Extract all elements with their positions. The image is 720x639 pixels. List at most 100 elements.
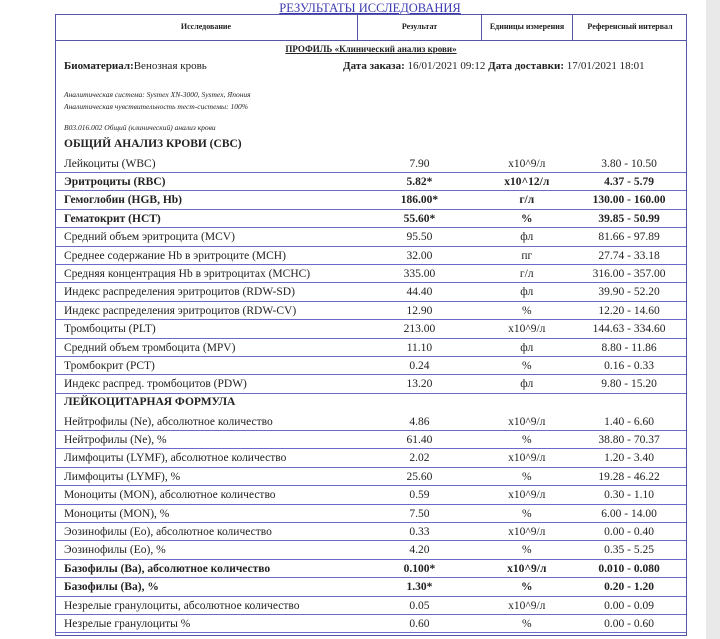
unit: % (521, 544, 532, 557)
result-value: 11.10 (406, 341, 433, 354)
test-name: Индекс распределения эритроцитов (RDW-SD… (64, 286, 295, 299)
unit: x10^9/л (508, 489, 546, 502)
result-value: 7.90 (409, 157, 430, 170)
order-date-label: Дата заказа: (343, 60, 405, 72)
result-value: 0.59 (409, 489, 430, 502)
col-reference: Референсный интервал (587, 22, 673, 31)
section-title: ОБЩИЙ АНАЛИЗ КРОВИ (CBC) (64, 138, 242, 150)
reference-range: 316.00 - 357.00 (592, 267, 666, 280)
result-value: 2.02 (409, 452, 430, 465)
reference-range: 8.80 - 11.86 (601, 341, 657, 354)
unit: x10^9/л (508, 452, 546, 465)
table-row: Средняя концентрация Hb в эритроцитах (M… (56, 265, 686, 284)
reference-range: 39.90 - 52.20 (598, 286, 660, 299)
table-row: Средний объем эритроцита (MCV) 95.50 фл 81.… (56, 229, 686, 247)
result-value: 44.40 (406, 286, 433, 299)
unit: фл (520, 286, 534, 299)
page-title: РЕЗУЛЬТАТЫ ИССЛЕДОВАНИЯ (279, 1, 461, 15)
test-name: Средняя концентрация Hb в эритроцитах (M… (64, 267, 311, 280)
result-value: 61.40 (406, 433, 433, 446)
reference-range: 0.010 - 0.080 (598, 562, 660, 575)
test-name: Моноциты (MON), абсолютное количество (64, 489, 276, 502)
unit: % (521, 617, 532, 630)
unit: x10^9/л (508, 525, 546, 538)
table-row: Лимфоциты (LYMF), абсолютное количество 2… (56, 450, 686, 468)
reference-range: 0.30 - 1.10 (604, 489, 655, 502)
delivery-date-label: Дата доставки: (488, 60, 565, 72)
reference-range: 1.20 - 3.40 (604, 452, 655, 465)
analytic-system: Аналитическая система: Sysmex XN-3000, S… (64, 90, 251, 99)
unit: % (521, 212, 533, 225)
reference-range: 38.80 - 70.37 (598, 433, 660, 446)
result-value: 55.60* (403, 212, 436, 225)
reference-range: 0.16 - 0.33 (604, 359, 655, 372)
table-row: Тромбоциты (PLT) 213.00 x10^9/л 144.63 - 33… (56, 321, 686, 339)
result-value: 12.90 (406, 304, 433, 317)
test-name: Лимфоциты (LYMF), абсолютное количество (64, 452, 287, 465)
test-name: Нейтрофилы (Ne), абсолютное количество (64, 415, 273, 428)
table-row: Базофилы (Ba), абсолютное количество 0.10… (56, 560, 686, 579)
delivery-date: 17/01/2021 18:01 (566, 60, 645, 72)
table-row: Лейкоциты (WBC) 7.90 x10^9/л 3.80 - 10.50 (56, 155, 686, 173)
table-row: Нейтрофилы (Ne), % 61.40% 38.80 - 70.37 (56, 431, 686, 450)
unit: фл (520, 341, 534, 354)
reference-range: 6.00 - 14.00 (601, 507, 657, 520)
reference-range: 130.00 - 160.00 (592, 194, 666, 207)
service-code: B03.016.002 Общий (клинический) анализ к… (64, 123, 216, 132)
table-header: Исследование Результат Единицы измерения… (55, 14, 687, 41)
test-name: Индекс распределения эритроцитов (RDW-CV… (64, 304, 297, 317)
result-value: 13.20 (406, 378, 433, 391)
table-row: Индекс распред. тромбоцитов (PDW) 13.20 фл… (56, 376, 686, 394)
reference-range: 144.63 - 334.60 (592, 323, 666, 336)
result-value: 25.60 (406, 470, 433, 483)
unit: % (521, 359, 532, 372)
unit: x10^9/л (508, 599, 546, 612)
reference-range: 0.35 - 5.25 (604, 544, 655, 557)
unit: x10^9/л (507, 562, 547, 575)
scroll-gutter (706, 0, 720, 639)
unit: x10^9/л (508, 323, 546, 336)
result-value: 0.05 (409, 599, 430, 612)
reference-range: 9.80 - 15.20 (601, 378, 657, 391)
result-value: 32.00 (406, 249, 433, 262)
unit: фл (520, 231, 534, 244)
reference-range: 0.00 - 0.60 (604, 617, 655, 630)
test-name: Незрелые гранулоциты, абсолютное количес… (64, 599, 300, 612)
test-name: Лейкоциты (WBC) (64, 157, 156, 170)
unit: x10^9/л (508, 415, 546, 428)
result-value: 4.86 (409, 415, 430, 428)
test-name: Лимфоциты (LYMF), % (64, 470, 181, 483)
table-row: Эозинофилы (Eo), абсолютное количество 0.… (56, 523, 686, 542)
profile-title: ПРОФИЛЬ «Клинический анализ крови» (285, 44, 457, 54)
reference-range: 19.28 - 46.22 (598, 470, 660, 483)
reference-range: 0.00 - 0.40 (604, 525, 655, 538)
unit: % (521, 507, 532, 520)
result-value: 0.60 (409, 617, 430, 630)
result-value: 0.24 (409, 359, 430, 372)
table-row: Средний объем тромбоцита (MPV) 11.10 фл 8.8… (56, 339, 686, 357)
unit: пг (521, 249, 533, 262)
test-name: Нейтрофилы (Ne), % (64, 433, 167, 446)
unit: % (521, 304, 532, 317)
reference-range: 3.80 - 10.50 (601, 157, 657, 170)
test-name: Эритроциты (RBC) (64, 175, 166, 188)
test-name: Моноциты (MON), % (64, 507, 170, 520)
unit: % (521, 470, 532, 483)
reference-range: 39.85 - 50.99 (598, 212, 660, 225)
sensitivity: Аналитическая чувствительность тест-сист… (64, 102, 248, 111)
table-row: Моноциты (MON), % 7.50% 6.00 - 14.00 (56, 505, 686, 523)
test-name: Базофилы (Ba), % (64, 581, 159, 594)
test-name: Средний объем эритроцита (MCV) (64, 231, 235, 244)
test-name: Средний объем тромбоцита (MPV) (64, 341, 236, 354)
reference-range: 12.20 - 14.60 (598, 304, 660, 317)
table-row: Тромбокрит (PCT) 0.24% 0.16 - 0.33 (56, 357, 686, 376)
test-name: Эозинофилы (Eo), абсолютное количество (64, 525, 272, 538)
reference-range: 27.74 - 33.18 (598, 249, 660, 262)
biomaterial-label: Биоматериал: (64, 60, 134, 72)
biomaterial-value: Венозная кровь (133, 60, 207, 72)
result-value: 1.30* (406, 581, 433, 594)
table-row: Индекс распределения эритроцитов (RDW-SD… (56, 284, 686, 302)
result-value: 186.00* (400, 194, 439, 207)
unit: % (521, 581, 533, 594)
table-row: Индекс распределения эритроцитов (RDW-CV… (56, 302, 686, 321)
